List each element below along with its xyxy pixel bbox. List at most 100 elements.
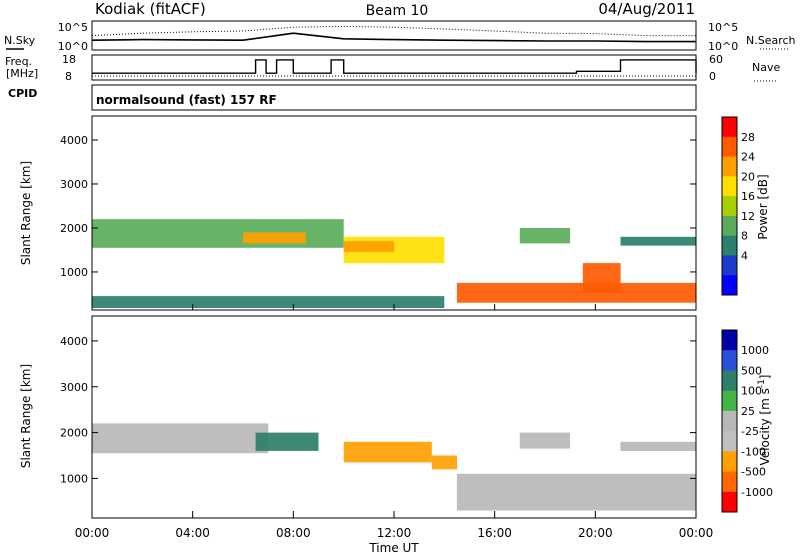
power-colorbar-swatch [722, 136, 737, 158]
power-region-1 [243, 232, 306, 244]
nave-tick-bottom: 0 [709, 70, 716, 83]
power-colorbar: 28 24 20 16 12 8 4 [722, 117, 755, 296]
velocity-colorbar-tick-label: -100 [741, 445, 766, 458]
velocity-ytick-label: 4000 [60, 335, 88, 348]
x-tick-label: 20:00 [578, 526, 613, 540]
power-colorbar-swatch [722, 275, 737, 296]
velocity-colorbar-tick-label: 100 [741, 385, 762, 398]
velocity-colorbar: 1000 500 100 25 -25 -100 -500 -1000 [722, 330, 773, 513]
cpid-panel-frame [91, 84, 697, 111]
velocity-x-axis: 00:00 04:00 08:00 12:00 16:00 20:00 00:00 [75, 511, 714, 540]
x-tick-label: 08:00 [276, 526, 311, 540]
velocity-region-5 [519, 432, 571, 449]
freq-tick-top: 18 [62, 53, 76, 66]
velocity-region-2 [343, 441, 432, 463]
power-colorbar-tick-label: 16 [741, 190, 755, 203]
x-axis-label: Time UT [368, 541, 419, 554]
velocity-colorbar-tick-label: 25 [741, 405, 755, 418]
power-x-ticks [91, 304, 697, 310]
power-colorbar-tick-label: 4 [741, 249, 748, 262]
freq-tick-bottom: 8 [65, 70, 72, 83]
velocity-colorbar-swatch [722, 410, 737, 432]
nave-label: Nave [752, 61, 780, 74]
power-colorbar-tick-label: 8 [741, 230, 748, 243]
noise-series-nsky [91, 32, 696, 43]
velocity-heatmap [92, 423, 696, 511]
velocity-colorbar-tick-label: -25 [741, 425, 759, 438]
velocity-ytick-label: 1000 [60, 472, 88, 485]
velocity-colorbar-frame [721, 329, 738, 513]
noise-tick-top-right: 10^5 [708, 21, 738, 34]
power-colorbar-swatch [722, 235, 737, 256]
noise-tick-bottom-right: 10^0 [708, 40, 738, 53]
velocity-colorbar-swatch [722, 330, 737, 351]
power-colorbar-swatch [722, 215, 737, 237]
velocity-y-axis: 4000 3000 2000 1000 [60, 335, 696, 485]
power-y-axis: 4000 3000 2000 1000 [60, 134, 696, 279]
velocity-colorbar-tick-label: -500 [741, 466, 766, 479]
power-region-5 [582, 263, 621, 292]
station-title: Kodiak (fitACF) [95, 0, 206, 18]
freq-series [92, 59, 697, 74]
freq-label-line1: Freq. [5, 55, 32, 68]
velocity-region-0 [92, 423, 269, 454]
velocity-colorbar-tick-label: 500 [741, 364, 762, 377]
velocity-colorbar-swatch [722, 350, 737, 371]
velocity-colorbar-tick-label: -1000 [741, 486, 773, 499]
nsky-label: N.Sky [4, 34, 36, 47]
freq-panel-lines [92, 59, 697, 77]
power-colorbar-swatch [722, 117, 737, 138]
velocity-colorbar-label: Velocity [m s-1] [757, 375, 772, 466]
power-ytick-label: 3000 [60, 178, 88, 191]
x-tick-label: 00:00 [679, 526, 714, 540]
velocity-region-3 [431, 455, 457, 470]
velocity-colorbar-swatch [722, 431, 737, 452]
x-tick-label: 16:00 [477, 526, 512, 540]
velocity-colorbar-swatch [722, 390, 737, 412]
noise-panel-frame [91, 20, 697, 51]
noise-panel-lines [91, 25, 696, 43]
velocity-colorbar-tick-label: 1000 [741, 344, 769, 357]
power-colorbar-swatch [722, 255, 737, 276]
power-ytick-label: 2000 [60, 222, 88, 235]
power-region-8 [92, 296, 445, 308]
velocity-region-1 [255, 432, 319, 451]
velocity-ytick-label: 2000 [60, 427, 88, 440]
cpid-label: CPID [8, 87, 37, 100]
velocity-colorbar-swatch [722, 370, 737, 392]
x-tick-label: 04:00 [175, 526, 210, 540]
date-title: 04/Aug/2011 [598, 0, 695, 18]
x-tick-label: 12:00 [377, 526, 412, 540]
power-colorbar-label: Power [dB] [756, 174, 770, 239]
nave-tick-top: 60 [709, 53, 723, 66]
power-colorbar-tick-label: 20 [741, 170, 755, 183]
velocity-y-label: Slant Range [km] [19, 364, 33, 468]
velocity-colorbar-swatch [722, 471, 737, 493]
x-tick-label: 00:00 [75, 526, 110, 540]
noise-tick-bottom-left: 10^0 [58, 40, 88, 53]
velocity-colorbar-swatch [722, 491, 737, 513]
velocity-region-6 [620, 441, 696, 451]
power-region-6 [519, 228, 571, 244]
cpid-text: normalsound (fast) 157 RF [96, 93, 277, 107]
power-region-3 [343, 241, 394, 253]
beam-title: Beam 10 [366, 3, 429, 19]
power-region-4 [456, 282, 696, 303]
noise-tick-top-left: 10^5 [58, 21, 88, 34]
power-region-7 [620, 236, 696, 246]
power-colorbar-swatch [722, 156, 737, 177]
power-colorbar-frame [721, 116, 738, 296]
power-colorbar-tick-label: 12 [741, 210, 755, 223]
power-colorbar-tick-label: 28 [741, 131, 755, 144]
velocity-colorbar-swatch [722, 451, 737, 472]
velocity-region-4 [456, 473, 696, 511]
nsearch-label: N.Search [746, 34, 796, 47]
power-heatmap [92, 219, 696, 308]
power-colorbar-swatch [722, 196, 737, 217]
power-region-0 [92, 219, 344, 248]
power-colorbar-tick-label: 24 [741, 151, 755, 164]
noise-series-nsearch [91, 25, 696, 37]
freq-label-line2: [MHz] [6, 67, 38, 80]
velocity-ytick-label: 3000 [60, 381, 88, 394]
